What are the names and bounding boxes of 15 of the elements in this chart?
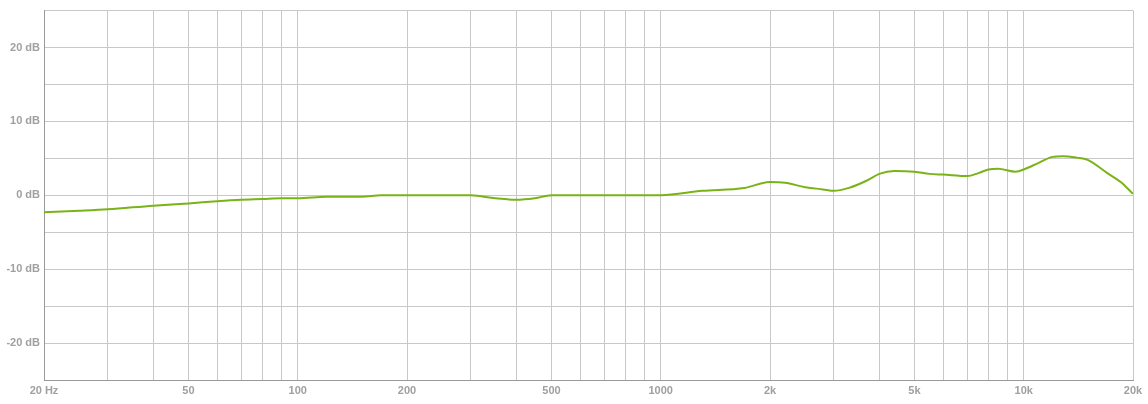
x-tick-label: 20 Hz: [29, 383, 59, 396]
y-tick-label: 20 dB: [10, 40, 41, 53]
x-tick-label: 100: [288, 383, 307, 396]
x-tick-label: 2k: [763, 383, 777, 396]
y-tick-label: 10 dB: [10, 114, 41, 127]
x-tick-label: 5k: [908, 383, 922, 396]
x-tick-label: 1000: [648, 383, 673, 396]
y-tick-label: -20 dB: [6, 336, 41, 349]
x-tick-label: 500: [542, 383, 561, 396]
x-tick-label: 200: [397, 383, 417, 396]
x-tick-label: 50: [182, 383, 195, 396]
y-tick-label: -10 dB: [6, 262, 41, 275]
x-tick-label: 20k: [1123, 383, 1144, 396]
y-tick-label: 0 dB: [16, 188, 41, 201]
x-tick-label: 10k: [1014, 383, 1034, 396]
